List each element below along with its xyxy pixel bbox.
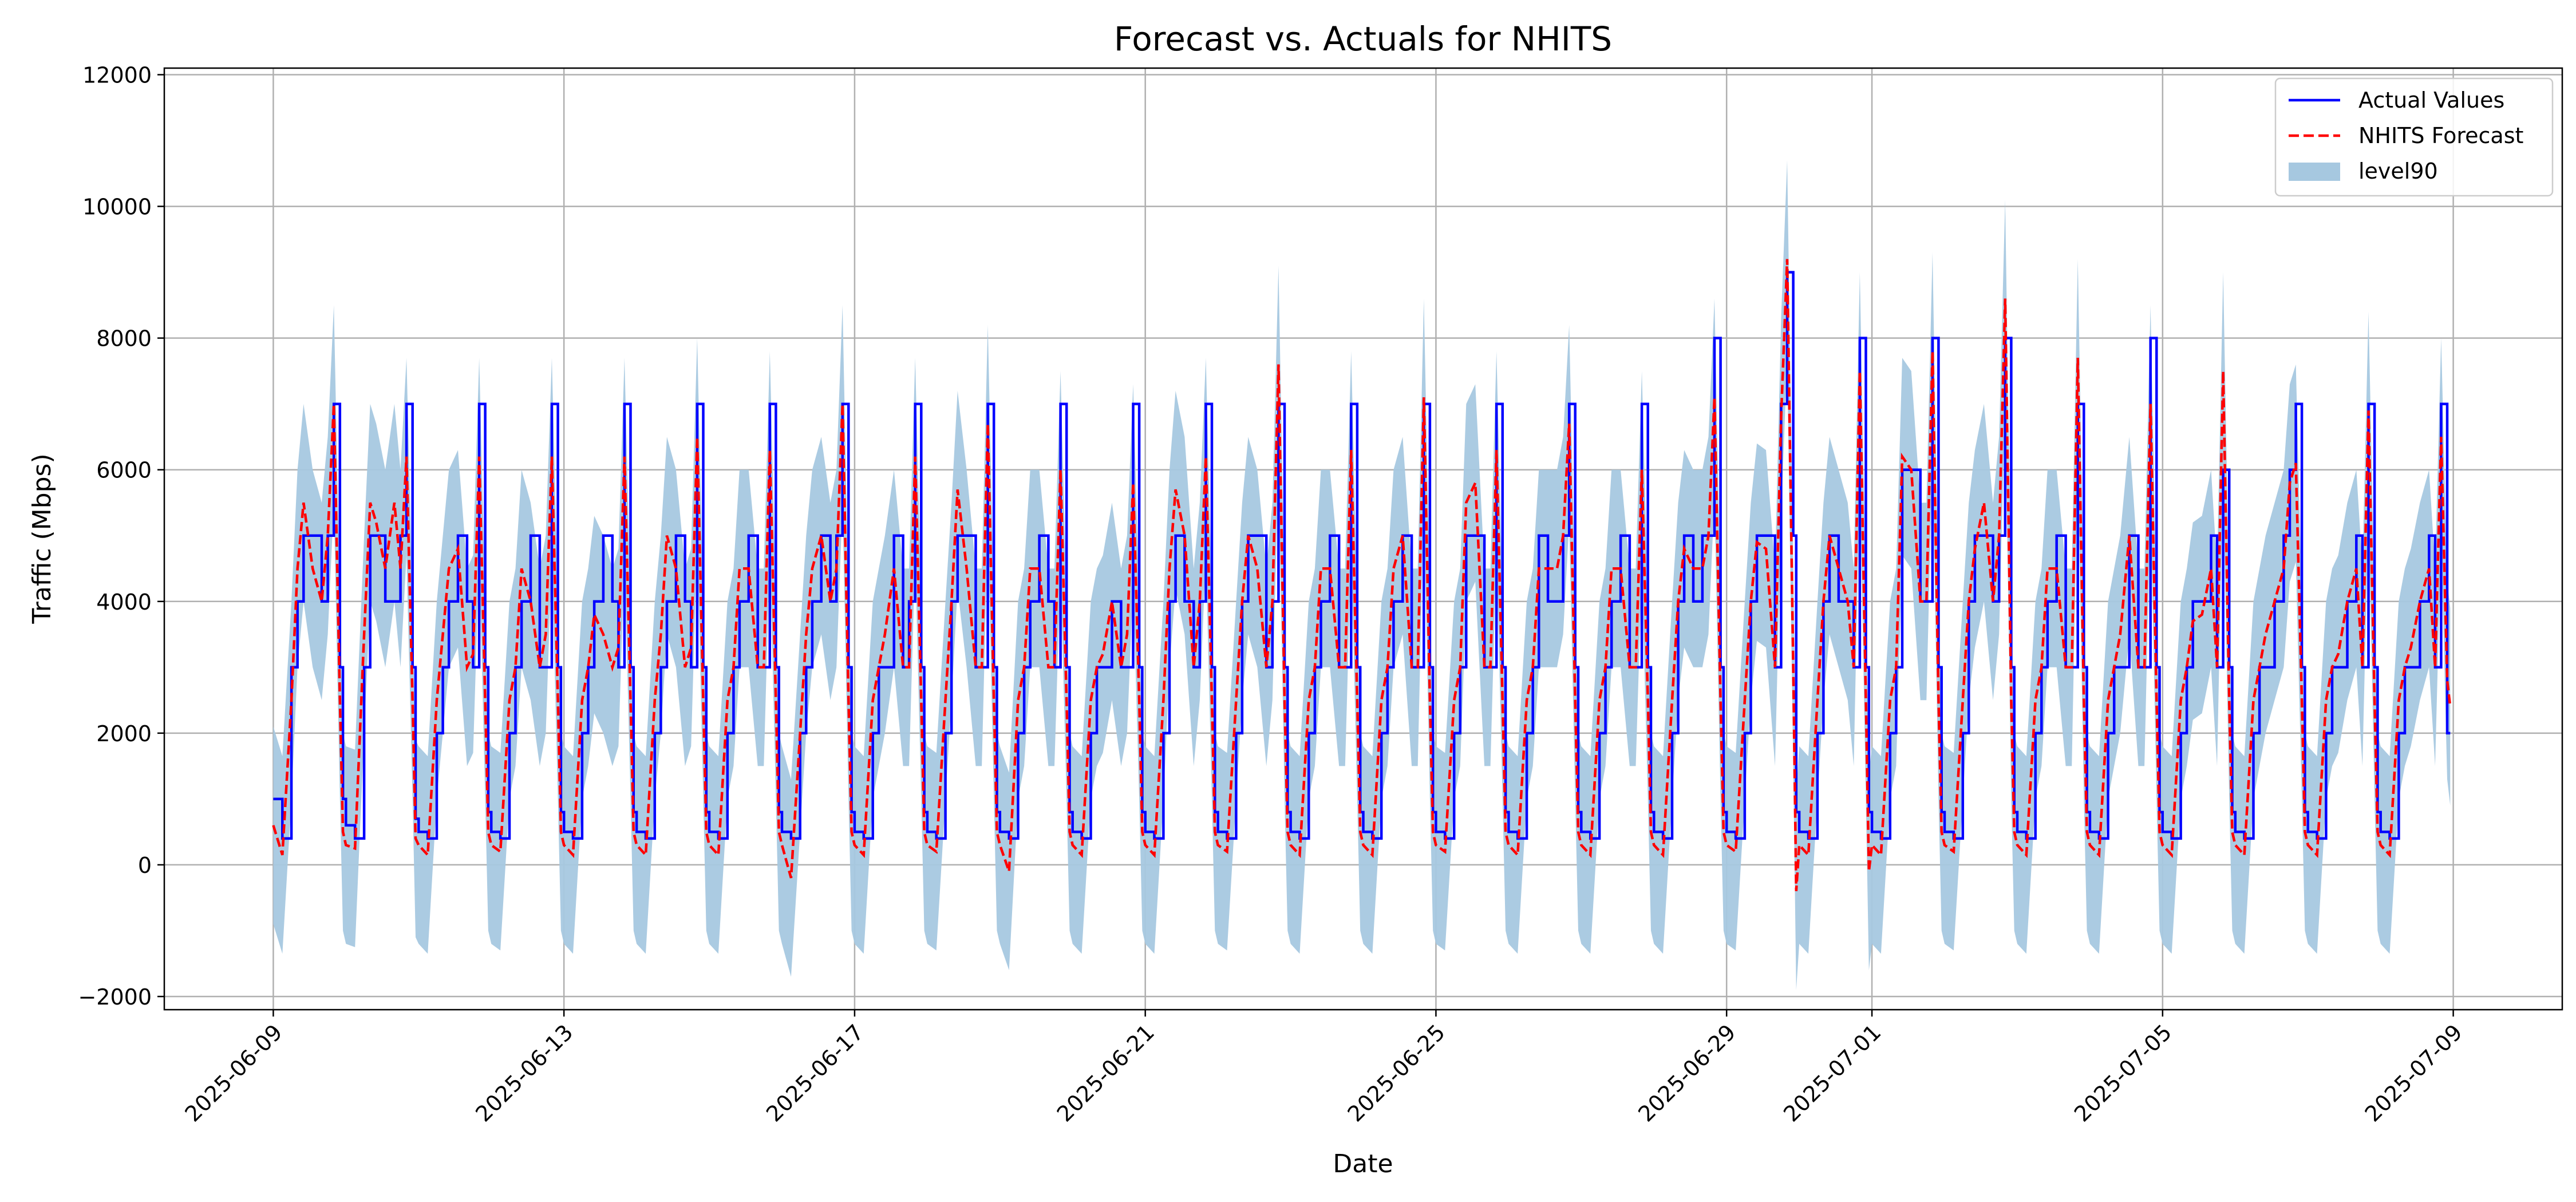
nhits-forecast-line xyxy=(272,259,2452,892)
y-tick-label: 10000 xyxy=(82,195,152,220)
chart-title: Forecast vs. Actuals for NHITS xyxy=(1114,19,1612,58)
legend-level90-label: level90 xyxy=(2358,159,2438,184)
x-axis-label: Date xyxy=(1333,1149,1393,1179)
axes-frame xyxy=(163,67,2563,1011)
legend-forecast-label: NHITS Forecast xyxy=(2358,123,2523,148)
legend-box xyxy=(2274,77,2554,197)
legend-level90-swatch xyxy=(2289,163,2340,181)
y-tick-label: 8000 xyxy=(96,326,152,351)
y-tick-label: 0 xyxy=(138,853,152,878)
y-axis-label: Traffic (Mbps) xyxy=(27,453,57,624)
forecast-series-layer xyxy=(272,259,2452,892)
y-tick-label: 4000 xyxy=(96,590,152,615)
y-tick-label: 12000 xyxy=(82,63,152,88)
y-axis-ticks: −2000 0 2000 4000 6000 8000 10000 12000 xyxy=(78,63,164,1010)
y-tick-label: 6000 xyxy=(96,458,152,483)
y-tick-label: −2000 xyxy=(78,984,152,1010)
legend-actual-label: Actual Values xyxy=(2358,88,2504,113)
y-tick-label: 2000 xyxy=(96,721,152,746)
legend: Actual Values NHITS Forecast level90 xyxy=(2274,77,2554,197)
level90-band xyxy=(273,160,2451,990)
actual-values-line xyxy=(273,271,2451,840)
actual-series-layer xyxy=(273,271,2451,840)
level90-band-layer xyxy=(273,160,2451,990)
